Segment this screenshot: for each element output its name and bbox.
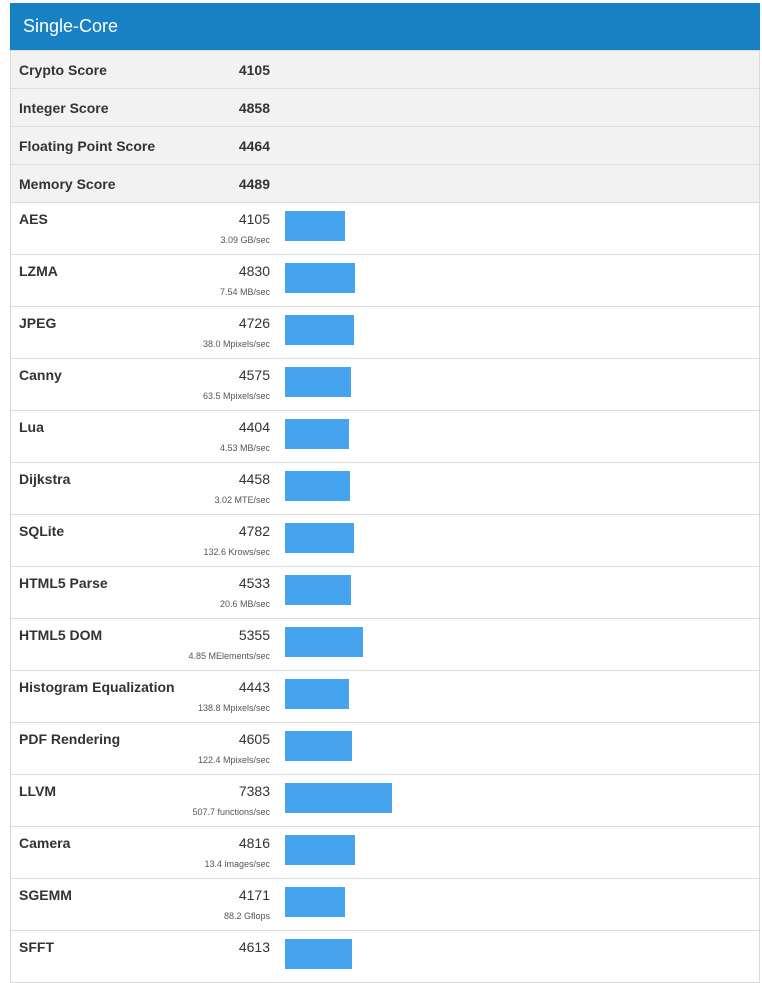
benchmark-score: 5355: [238, 627, 270, 643]
benchmark-score-bar: [285, 419, 349, 449]
benchmark-score-bar: [285, 887, 345, 917]
benchmark-name: Lua: [19, 419, 44, 435]
benchmark-row: Dijkstra 4458 3.02 MTE/sec: [11, 462, 759, 514]
benchmark-score: 4726: [238, 315, 270, 331]
benchmark-rate: 13.4 images/sec: [204, 859, 270, 869]
section-header: Single-Core: [10, 3, 760, 50]
benchmark-row: LLVM 7383 507.7 functions/sec: [11, 774, 759, 826]
benchmark-score: 4613: [238, 939, 270, 955]
benchmark-rate: 122.4 Mpixels/sec: [197, 755, 270, 765]
benchmark-name: HTML5 Parse: [19, 575, 108, 591]
benchmark-rate: 38.0 Mpixels/sec: [202, 339, 270, 349]
benchmark-rate: 4.85 MElements/sec: [188, 651, 270, 661]
summary-row: Integer Score 4858: [11, 88, 759, 126]
single-core-panel: Single-Core Crypto Score 4105 Integer Sc…: [10, 3, 760, 983]
summary-score: 4858: [238, 100, 270, 116]
benchmark-rate: 7.54 MB/sec: [219, 287, 270, 297]
benchmark-score-bar: [285, 939, 352, 969]
benchmark-score-bar: [285, 835, 355, 865]
benchmark-row: Canny 4575 63.5 Mpixels/sec: [11, 358, 759, 410]
benchmark-rate: 4.53 MB/sec: [219, 443, 270, 453]
summary-row: Memory Score 4489: [11, 164, 759, 202]
benchmark-row: SGEMM 4171 88.2 Gflops: [11, 878, 759, 930]
benchmark-score: 4458: [238, 471, 270, 487]
benchmark-score-bar: [285, 211, 345, 241]
benchmark-name: LZMA: [19, 263, 58, 279]
benchmark-score: 4782: [238, 523, 270, 539]
benchmark-score-bar: [285, 367, 351, 397]
summary-name: Memory Score: [19, 176, 116, 192]
benchmark-score: 7383: [238, 783, 270, 799]
benchmark-row: Histogram Equalization 4443 138.8 Mpixels/…: [11, 670, 759, 722]
benchmark-rate: 88.2 Gflops: [223, 911, 270, 921]
benchmark-name: Canny: [19, 367, 62, 383]
benchmark-name: Camera: [19, 835, 71, 851]
benchmark-row: JPEG 4726 38.0 Mpixels/sec: [11, 306, 759, 358]
benchmark-rate: 20.6 MB/sec: [219, 599, 270, 609]
benchmark-name: SQLite: [19, 523, 65, 539]
benchmark-score: 4404: [238, 419, 270, 435]
benchmark-score: 4533: [238, 575, 270, 591]
benchmark-list: AES 4105 3.09 GB/sec LZMA 4830 7.54 MB/sec JPE…: [11, 202, 759, 982]
summary-score: 4464: [238, 138, 270, 154]
benchmark-name: LLVM: [19, 783, 57, 799]
benchmark-row: SQLite 4782 132.6 Krows/sec: [11, 514, 759, 566]
benchmark-row: Lua 4404 4.53 MB/sec: [11, 410, 759, 462]
benchmark-name: Histogram Equalization: [19, 679, 175, 695]
benchmark-row: SFFT 4613: [11, 930, 759, 982]
benchmark-row: LZMA 4830 7.54 MB/sec: [11, 254, 759, 306]
summary-score: 4105: [238, 62, 270, 78]
summary-name: Crypto Score: [19, 62, 107, 78]
summary-name: Floating Point Score: [19, 138, 156, 154]
benchmark-score: 4171: [238, 887, 270, 903]
benchmark-score: 4830: [238, 263, 270, 279]
benchmark-name: SFFT: [19, 939, 54, 955]
benchmark-score-bar: [285, 523, 354, 553]
benchmark-score-bar: [285, 575, 351, 605]
benchmark-score: 4105: [238, 211, 270, 227]
benchmark-rate: 507.7 functions/sec: [192, 807, 270, 817]
benchmark-score-bar: [285, 471, 350, 501]
benchmark-score-bar: [285, 263, 355, 293]
benchmark-row: HTML5 DOM 5355 4.85 MElements/sec: [11, 618, 759, 670]
benchmark-name: Dijkstra: [19, 471, 71, 487]
section-title: Single-Core: [23, 16, 119, 36]
benchmark-score-bar: [285, 315, 354, 345]
summary-row: Crypto Score 4105: [11, 50, 759, 88]
benchmark-rate: 3.02 MTE/sec: [214, 495, 270, 505]
benchmark-name: JPEG: [19, 315, 57, 331]
benchmark-score-bar: [285, 731, 352, 761]
benchmark-score: 4605: [238, 731, 270, 747]
benchmark-rate: 138.8 Mpixels/sec: [197, 703, 270, 713]
benchmark-name: SGEMM: [19, 887, 72, 903]
benchmark-row: PDF Rendering 4605 122.4 Mpixels/sec: [11, 722, 759, 774]
benchmark-name: AES: [19, 211, 48, 227]
benchmark-rate: 63.5 Mpixels/sec: [202, 391, 270, 401]
benchmark-row: HTML5 Parse 4533 20.6 MB/sec: [11, 566, 759, 618]
benchmark-score: 4443: [238, 679, 270, 695]
summary-name: Integer Score: [19, 100, 109, 116]
benchmark-score-bar: [285, 783, 392, 813]
benchmark-row: AES 4105 3.09 GB/sec: [11, 202, 759, 254]
benchmark-rate: 3.09 GB/sec: [220, 235, 270, 245]
benchmark-rate: 132.6 Krows/sec: [203, 547, 270, 557]
benchmark-row: Camera 4816 13.4 images/sec: [11, 826, 759, 878]
benchmark-score-bar: [285, 679, 349, 709]
benchmark-score: 4816: [238, 835, 270, 851]
benchmark-name: PDF Rendering: [19, 731, 121, 747]
benchmark-name: HTML5 DOM: [19, 627, 103, 643]
benchmark-score-bar: [285, 627, 363, 657]
summary-score: 4489: [238, 176, 270, 192]
benchmark-score: 4575: [238, 367, 270, 383]
summary-row: Floating Point Score 4464: [11, 126, 759, 164]
